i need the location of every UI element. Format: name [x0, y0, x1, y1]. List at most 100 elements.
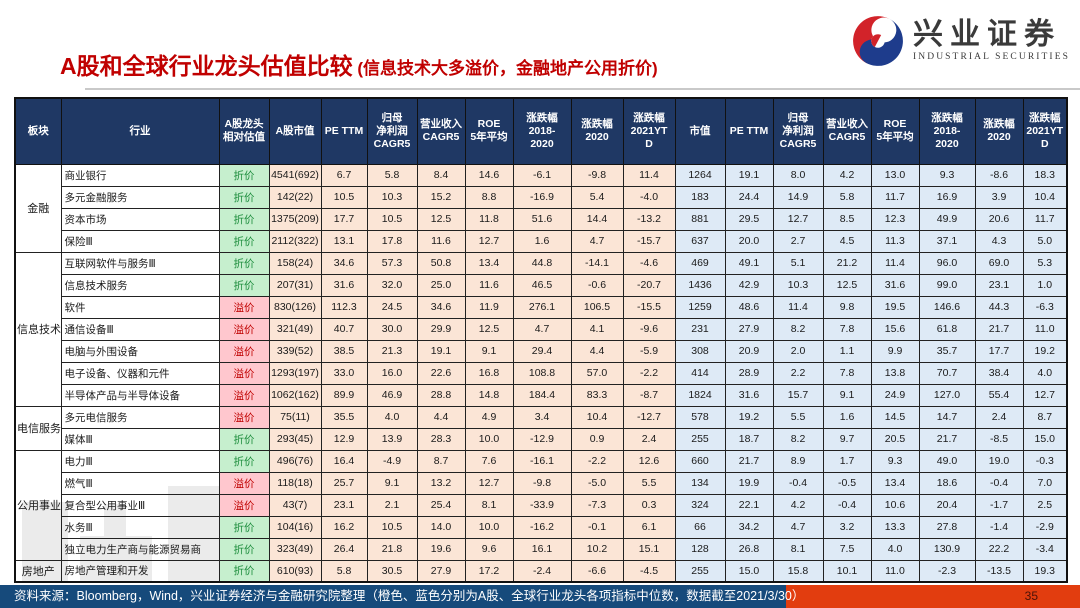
col-header-9: 涨跌幅 2020: [570, 97, 624, 165]
global-value-cell: 7.5: [822, 537, 872, 561]
global-value-cell: 19.1: [724, 163, 774, 187]
global-value-cell: -2.3: [918, 559, 976, 583]
col-header-0: 板块: [14, 97, 62, 165]
a-share-value-cell: 3.4: [512, 405, 572, 429]
global-value-cell: 12.7: [772, 207, 824, 231]
logo-name-cn: 兴业证券: [913, 18, 1062, 51]
global-value-cell: 14.9: [772, 185, 824, 209]
industry-cell: 燃气Ⅲ: [60, 471, 220, 495]
global-value-cell: 15.0: [1022, 427, 1068, 451]
global-value-cell: 20.4: [918, 493, 976, 517]
a-share-value-cell: 293(45): [268, 427, 322, 451]
a-share-value-cell: 339(52): [268, 339, 322, 363]
a-share-value-cell: 17.2: [464, 559, 514, 583]
a-share-value-cell: 50.8: [416, 251, 466, 275]
a-share-value-cell: 16.0: [366, 361, 418, 385]
col-header-5: 归母 净利润 CAGR5: [366, 97, 418, 165]
a-share-value-cell: 323(49): [268, 537, 322, 561]
global-value-cell: 24.9: [870, 383, 920, 407]
a-share-value-cell: 10.5: [320, 185, 368, 209]
footer-red-block: [786, 585, 1080, 608]
a-share-value-cell: 26.4: [320, 537, 368, 561]
table-row: 公用事业 电力Ⅲ 折价 496(76) 16.4 -4.9 8.7 7.6 -16.1 -2.2 1…: [14, 449, 1068, 561]
global-value-cell: 19.2: [724, 405, 774, 429]
global-value-cell: 578: [674, 405, 726, 429]
global-value-cell: 20.5: [870, 427, 920, 451]
global-value-cell: 37.1: [918, 229, 976, 253]
col-header-4: PE TTM: [320, 97, 368, 165]
a-share-value-cell: 12.5: [464, 317, 514, 341]
a-share-value-cell: 10.2: [570, 537, 624, 561]
global-value-cell: 5.1: [772, 251, 824, 275]
a-share-value-cell: 4.7: [512, 317, 572, 341]
global-value-cell: 10.1: [822, 559, 872, 583]
col-header-6: 营业收入 CAGR5: [416, 97, 466, 165]
valuation-cell: 折价: [218, 427, 270, 451]
global-value-cell: 34.2: [724, 515, 774, 539]
global-value-cell: 660: [674, 449, 726, 473]
valuation-cell: 溢价: [218, 317, 270, 341]
a-share-value-cell: 7.6: [464, 449, 514, 473]
a-share-value-cell: 1.6: [512, 229, 572, 253]
global-value-cell: 20.9: [724, 339, 774, 363]
global-value-cell: 22.2: [974, 537, 1024, 561]
page-title: A股和全球行业龙头估值比较 (信息技术大多溢价，金融地产公用折价): [60, 47, 658, 81]
a-share-value-cell: -0.6: [570, 273, 624, 297]
global-value-cell: 11.7: [870, 185, 920, 209]
a-share-value-cell: -2.2: [570, 449, 624, 473]
global-value-cell: -0.5: [822, 471, 872, 495]
logo-swirl-icon: [853, 16, 903, 66]
industry-cell: 媒体Ⅲ: [60, 427, 220, 451]
global-value-cell: 7.0: [1022, 471, 1068, 495]
logo-text: 兴业证券 INDUSTRIAL SECURITIES: [913, 18, 1070, 63]
global-value-cell: 134: [674, 471, 726, 495]
a-share-value-cell: -33.9: [512, 493, 572, 517]
a-share-value-cell: 8.7: [416, 449, 466, 473]
a-share-value-cell: 28.8: [416, 383, 466, 407]
global-value-cell: 16.9: [918, 185, 976, 209]
table-row: 通信设备Ⅲ 溢价 321(49) 40.7 30.0 29.9 12.5 4.7 4.1 -9.6…: [15, 317, 1068, 341]
a-share-value-cell: 35.5: [320, 405, 368, 429]
global-value-cell: 10.6: [870, 493, 920, 517]
a-share-value-cell: 57.0: [570, 361, 624, 385]
global-value-cell: 9.3: [918, 163, 976, 187]
a-share-value-cell: -20.7: [622, 273, 676, 297]
col-header-15: ROE 5年平均: [870, 97, 920, 165]
valuation-cell: 溢价: [218, 361, 270, 385]
a-share-value-cell: -9.8: [570, 163, 624, 187]
global-value-cell: 2.4: [974, 405, 1024, 429]
a-share-value-cell: -5.0: [570, 471, 624, 495]
col-header-17: 涨跌幅 2020: [974, 97, 1024, 165]
industry-cell: 信息技术服务: [60, 273, 220, 297]
global-value-cell: 13.4: [870, 471, 920, 495]
global-value-cell: 8.0: [772, 163, 824, 187]
global-value-cell: 4.0: [1022, 361, 1068, 385]
a-share-value-cell: 5.8: [366, 163, 418, 187]
global-value-cell: 11.4: [772, 295, 824, 319]
global-value-cell: 4.2: [822, 163, 872, 187]
a-share-value-cell: -4.5: [622, 559, 676, 583]
global-value-cell: 11.7: [1022, 207, 1068, 231]
page-title-main: A股和全球行业龙头估值比较: [60, 53, 353, 79]
a-share-value-cell: -4.0: [622, 185, 676, 209]
a-share-value-cell: -12.7: [622, 405, 676, 429]
valuation-cell: 折价: [218, 449, 270, 473]
table-row: 电信服务 多元电信服务 溢价 75(11) 35.5 4.0 4.4 4.9 3.4 10.4 -1…: [14, 405, 1068, 451]
global-value-cell: 11.0: [870, 559, 920, 583]
a-share-value-cell: 4.4: [570, 339, 624, 363]
industry-cell: 保险Ⅲ: [60, 229, 220, 253]
table-row: 媒体Ⅲ 折价 293(45) 12.9 13.9 28.3 10.0 -12.9 0.9 2.4 2…: [15, 427, 1068, 451]
a-share-value-cell: 40.7: [320, 317, 368, 341]
industry-cell: 资本市场: [60, 207, 220, 231]
a-share-value-cell: 17.8: [366, 229, 418, 253]
footer-source-text: 资料来源：Bloomberg，Wind，兴业证券经济与金融研究院整理（橙色、蓝色…: [14, 589, 805, 603]
a-share-value-cell: 4.1: [570, 317, 624, 341]
industry-cell: 电子设备、仪器和元件: [60, 361, 220, 385]
global-value-cell: 1.6: [822, 405, 872, 429]
table-row: 水务Ⅲ 折价 104(16) 16.2 10.5 14.0 10.0 -16.2 -0.1 6.1…: [15, 515, 1068, 539]
a-share-value-cell: 12.7: [464, 229, 514, 253]
a-share-value-cell: 14.8: [464, 383, 514, 407]
col-header-7: ROE 5年平均: [464, 97, 514, 165]
a-share-value-cell: 5.8: [320, 559, 368, 583]
table-row: 软件 溢价 830(126) 112.3 24.5 34.6 11.9 276.1 106.5-…: [15, 295, 1068, 319]
